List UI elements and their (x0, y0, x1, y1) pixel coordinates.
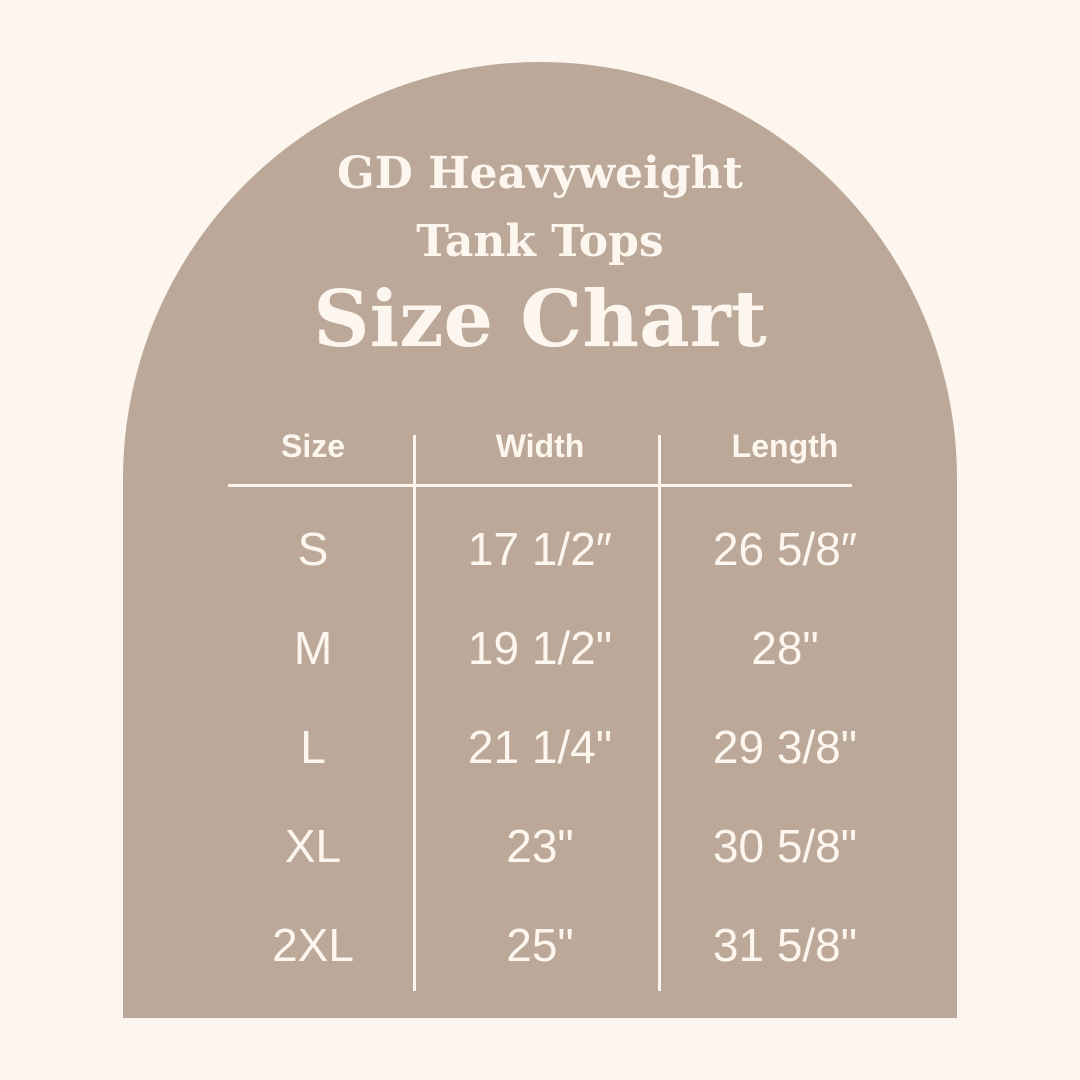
header-divider (228, 484, 852, 487)
cell-size: 2XL (272, 919, 354, 971)
header-size: Size (280, 428, 346, 464)
arch-background (123, 62, 957, 1018)
header-width: Width (495, 428, 585, 464)
cell-width: 25" (506, 919, 574, 971)
title-line-1: GD Heavyweight (337, 148, 743, 199)
cell-length: 28" (751, 622, 819, 674)
cell-width: 21 1/4" (467, 721, 613, 773)
title-size-chart: Size Chart (313, 274, 767, 365)
cell-width: 17 1/2″ (467, 523, 613, 575)
cell-size: XL (284, 820, 342, 872)
column-divider (413, 435, 416, 991)
cell-size: L (300, 721, 326, 773)
cell-length: 29 3/8" (712, 721, 858, 773)
cell-length: 30 5/8" (712, 820, 858, 872)
cell-size: M (293, 622, 333, 674)
column-divider (658, 435, 661, 991)
header-length: Length (731, 428, 839, 464)
cell-width: 23" (506, 820, 574, 872)
title-line-2: Tank Tops (416, 216, 664, 267)
cell-width: 19 1/2" (467, 622, 613, 674)
cell-length: 26 5/8″ (712, 523, 858, 575)
cell-length: 31 5/8" (712, 919, 858, 971)
cell-size: S (297, 523, 329, 575)
